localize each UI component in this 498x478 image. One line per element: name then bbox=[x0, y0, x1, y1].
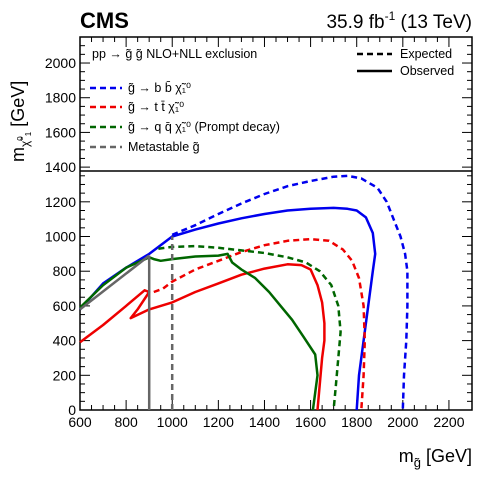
curve-qq-exp bbox=[158, 244, 342, 411]
legend-meta-label: Metastable g̃ bbox=[128, 140, 200, 154]
curve-qq-obs bbox=[79, 252, 319, 411]
y-tick-label: 1200 bbox=[45, 194, 76, 210]
y-tick-label: 1400 bbox=[45, 159, 76, 175]
x-tick-label: 2000 bbox=[387, 414, 418, 430]
x-tick-label: 1400 bbox=[249, 414, 280, 430]
x-axis-title: mg̃ [GeV] bbox=[399, 446, 472, 470]
curve-bb-exp bbox=[171, 174, 409, 411]
luminosity-label: 35.9 fb-1 (13 TeV) bbox=[326, 9, 472, 33]
y-tick-label: 1600 bbox=[45, 124, 76, 140]
legend-header: pp → g̃ g̃ NLO+NLL exclusion bbox=[92, 47, 257, 61]
y-axis-title-main: m bbox=[8, 147, 28, 162]
curve-diag bbox=[79, 254, 150, 311]
x-tick-label: 1800 bbox=[341, 414, 372, 430]
legend-observed-label: Observed bbox=[400, 64, 454, 78]
x-axis-title-sub: g̃ bbox=[414, 455, 421, 470]
legend-tt-label: g̃ → t t̄ χ̃₁⁰ bbox=[128, 100, 184, 114]
curve-tt-exp bbox=[153, 237, 367, 411]
energy-label: (13 TeV) bbox=[395, 12, 472, 33]
curve-bb-obs bbox=[79, 206, 377, 411]
x-tick-label: 1200 bbox=[203, 414, 234, 430]
experiment-label: CMS bbox=[80, 8, 129, 33]
y-tick-label: 800 bbox=[53, 263, 77, 279]
x-tick-label: 2200 bbox=[433, 414, 464, 430]
legend-bb-label: g̃ → b b̄ χ̃₁⁰ bbox=[128, 81, 191, 95]
x-tick-label: 800 bbox=[114, 414, 138, 430]
y-tick-label: 0 bbox=[68, 402, 76, 418]
y-axis-title: mχ̃01 [GeV] bbox=[8, 81, 33, 162]
curve-tt-obs bbox=[79, 263, 326, 411]
y-axis-title-unit: [GeV] bbox=[8, 81, 28, 132]
y-axis-title-subsup: 0 bbox=[16, 136, 25, 141]
lumi-value: 35.9 fb bbox=[326, 12, 384, 33]
y-tick-label: 2000 bbox=[45, 55, 76, 71]
y-axis-title-sub: χ̃ bbox=[18, 136, 32, 147]
x-axis-title-main: m bbox=[399, 446, 414, 466]
x-tick-label: 600 bbox=[68, 414, 92, 430]
x-tick-label: 1600 bbox=[295, 414, 326, 430]
x-axis-title-unit: [GeV] bbox=[421, 446, 472, 466]
x-tick-label: 1000 bbox=[157, 414, 188, 430]
y-axis-title-subsub: 1 bbox=[24, 131, 33, 136]
y-tick-label: 600 bbox=[53, 298, 77, 314]
lumi-exponent: -1 bbox=[385, 9, 396, 23]
axis-ticks: 600 800 1000 1200 1400 1600 1800 2000 2200 0 200 40… bbox=[45, 37, 472, 430]
exclusion-curves bbox=[79, 174, 409, 411]
legend-expected-label: Expected bbox=[400, 47, 452, 61]
legend-qq-label: g̃ → q q̄ χ̃₁⁰ (Prompt decay) bbox=[128, 120, 280, 134]
y-tick-label: 200 bbox=[53, 367, 77, 383]
y-tick-label: 1800 bbox=[45, 90, 76, 106]
y-tick-label: 400 bbox=[53, 333, 77, 349]
y-tick-label: 1000 bbox=[45, 229, 76, 245]
